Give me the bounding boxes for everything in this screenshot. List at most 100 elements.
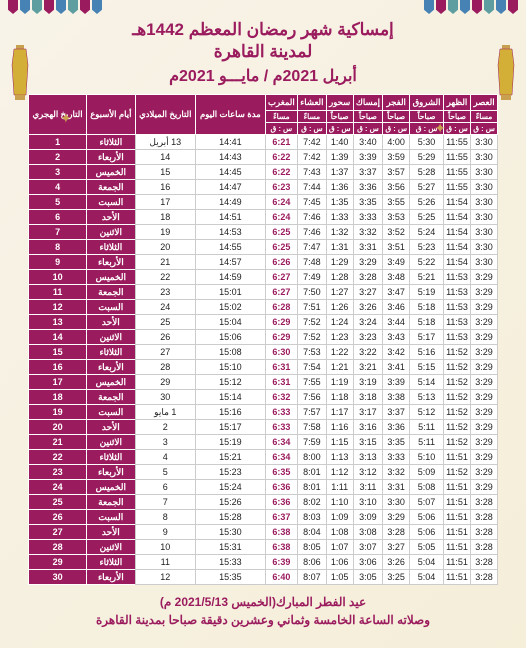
table-cell: 5:17: [410, 330, 444, 345]
top-bunting: [0, 0, 526, 28]
table-cell: 1:11: [326, 480, 353, 495]
table-cell: 15:06: [196, 330, 266, 345]
col-header: التاريخ الهجري: [29, 95, 87, 135]
table-cell: 6:33: [265, 420, 297, 435]
table-row: 3:3011:545:243:523:321:327:466:2514:5319…: [29, 225, 498, 240]
star-icon: ✦: [434, 120, 446, 137]
table-cell: 5:10: [410, 450, 444, 465]
table-row: 3:2811:515:043:263:061:068:066:3915:3311…: [29, 555, 498, 570]
table-cell: 7:45: [298, 195, 327, 210]
table-cell: الثلاثاء: [87, 345, 135, 360]
table-cell: 3:30: [471, 240, 498, 255]
table-cell: 1:08: [326, 525, 353, 540]
table-cell: 8:01: [298, 465, 327, 480]
table-cell: 6:27: [265, 270, 297, 285]
table-cell: 3:44: [383, 315, 410, 330]
table-cell: الخميس: [87, 270, 135, 285]
table-cell: 1:37: [326, 165, 353, 180]
table-cell: 3:49: [383, 255, 410, 270]
table-cell: 4: [135, 450, 195, 465]
table-cell: 11:55: [443, 165, 470, 180]
table-cell: 5:07: [410, 495, 444, 510]
table-cell: الثلاثاء: [87, 135, 135, 150]
table-cell: 1:21: [326, 360, 353, 375]
table-cell: الجمعة: [87, 180, 135, 195]
table-cell: 3:36: [353, 180, 383, 195]
table-cell: 5:06: [410, 510, 444, 525]
table-cell: 26: [135, 330, 195, 345]
table-cell: 8:07: [298, 570, 327, 585]
table-cell: 5:24: [410, 225, 444, 240]
col-header: الظهر: [443, 95, 470, 111]
table-cell: 3:30: [471, 210, 498, 225]
col-subheader: مساءً: [298, 111, 327, 123]
table-cell: 1:29: [326, 255, 353, 270]
table-cell: 3:30: [471, 135, 498, 150]
table-cell: 3:57: [383, 165, 410, 180]
table-cell: 1:22: [326, 345, 353, 360]
table-cell: 5:11: [410, 420, 444, 435]
table-cell: 3:30: [471, 255, 498, 270]
table-cell: 3:46: [383, 300, 410, 315]
table-cell: 5:08: [410, 480, 444, 495]
table-cell: 7:42: [298, 135, 327, 150]
table-cell: 11: [135, 555, 195, 570]
table-cell: 3:42: [383, 345, 410, 360]
table-cell: 6: [29, 210, 87, 225]
table-cell: 3:08: [353, 525, 383, 540]
table-cell: 15:23: [196, 465, 266, 480]
table-cell: 5:18: [410, 315, 444, 330]
table-cell: 3:27: [383, 540, 410, 555]
table-row: 3:3011:555:304:003:401:407:426:2114:4113…: [29, 135, 498, 150]
table-row: 3:3011:545:263:553:351:357:456:2414:4917…: [29, 195, 498, 210]
table-cell: 11:52: [443, 390, 470, 405]
table-cell: 7:42: [298, 150, 327, 165]
table-body: 3:3011:555:304:003:401:407:426:2114:4113…: [29, 135, 498, 585]
table-cell: 3:56: [383, 180, 410, 195]
table-cell: 6:33: [265, 405, 297, 420]
table-cell: 7:59: [298, 435, 327, 450]
table-cell: 3:40: [353, 135, 383, 150]
table-cell: 15:17: [196, 420, 266, 435]
table-cell: 6:32: [265, 390, 297, 405]
table-cell: 1:16: [326, 420, 353, 435]
table-cell: 3:09: [353, 510, 383, 525]
table-cell: 11:51: [443, 555, 470, 570]
col-header: مدة ساعات اليوم: [196, 95, 266, 135]
table-cell: 3:12: [353, 465, 383, 480]
table-cell: 6:37: [265, 510, 297, 525]
table-cell: 3: [29, 165, 87, 180]
table-row: 3:2911:525:143:393:191:197:556:3115:1229…: [29, 375, 498, 390]
table-cell: 8:00: [298, 450, 327, 465]
col-unit: س : ق: [298, 123, 327, 135]
table-cell: 1:32: [326, 225, 353, 240]
table-cell: 3:13: [353, 450, 383, 465]
footer: عيد الفطر المبارك(الخميس 2021/5/13 م) وص…: [0, 585, 526, 633]
table-cell: 7:54: [298, 360, 327, 375]
table-cell: 7:56: [298, 390, 327, 405]
table-cell: 8:05: [298, 540, 327, 555]
table-cell: 15:02: [196, 300, 266, 315]
table-cell: 3:30: [471, 225, 498, 240]
table-row: 3:2811:515:063:283:081:088:046:3815:309ا…: [29, 525, 498, 540]
table-cell: 5:04: [410, 570, 444, 585]
table-cell: 4:00: [383, 135, 410, 150]
table-row: 3:2811:515:053:273:071:078:056:3815:3110…: [29, 540, 498, 555]
table-cell: 28: [29, 540, 87, 555]
col-header: سحور: [326, 95, 353, 111]
table-cell: 16: [135, 180, 195, 195]
table-cell: 11:53: [443, 270, 470, 285]
table-cell: 14:59: [196, 270, 266, 285]
table-cell: 15:19: [196, 435, 266, 450]
table-cell: 3:21: [353, 360, 383, 375]
table-cell: 6:22: [265, 150, 297, 165]
table-cell: 6:22: [265, 165, 297, 180]
table-cell: الأربعاء: [87, 360, 135, 375]
col-subheader: صباحاً: [383, 111, 410, 123]
table-cell: 28: [135, 360, 195, 375]
table-cell: 7:52: [298, 330, 327, 345]
table-cell: 5:14: [410, 375, 444, 390]
table-cell: 14:43: [196, 150, 266, 165]
table-cell: 3:43: [383, 330, 410, 345]
table-cell: 3:28: [383, 525, 410, 540]
